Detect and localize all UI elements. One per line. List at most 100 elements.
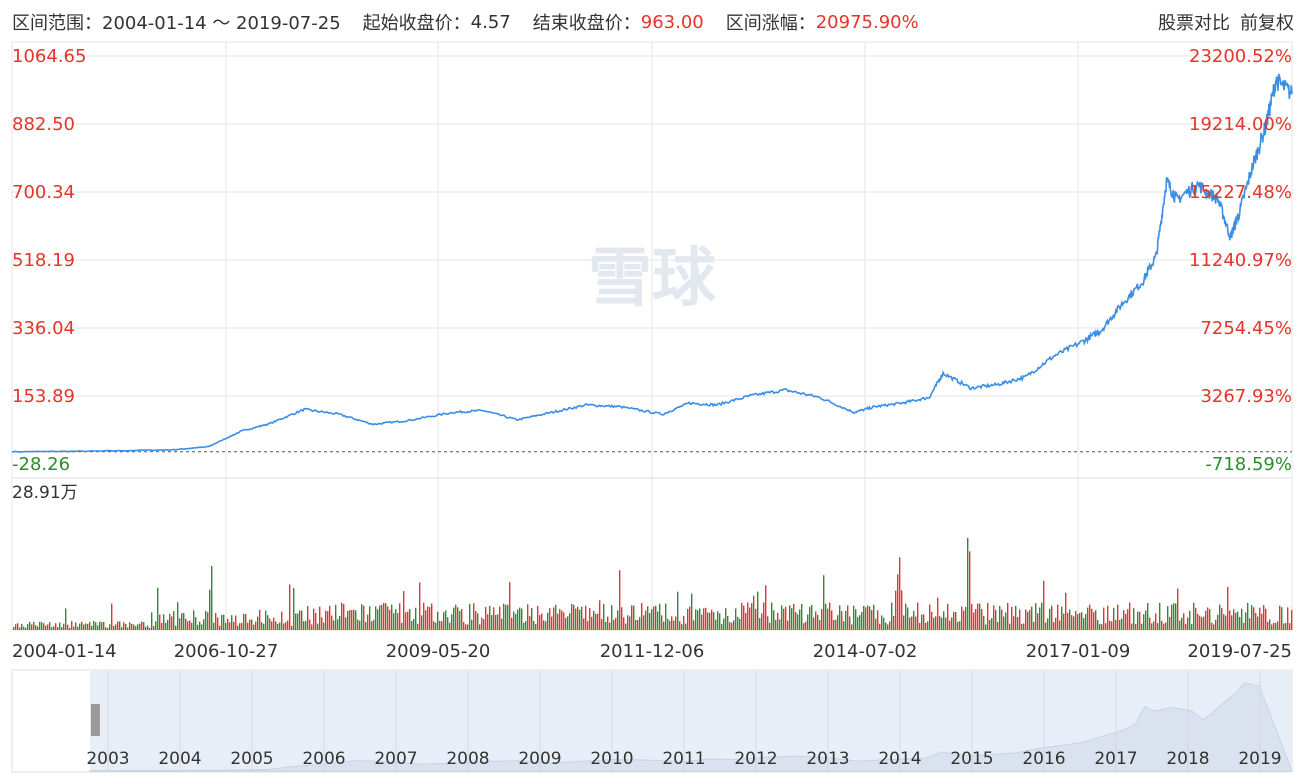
volume-bar — [345, 617, 347, 630]
volume-bar — [591, 616, 593, 630]
volume-bar — [585, 605, 587, 630]
volume-bar — [771, 602, 773, 630]
volume-bar — [105, 627, 107, 630]
volume-bar — [227, 618, 229, 630]
volume-bar — [97, 625, 99, 630]
volume-bar — [691, 593, 693, 630]
volume-bar — [1001, 609, 1003, 630]
volume-bar — [55, 623, 57, 630]
navigator-left-handle[interactable] — [90, 704, 100, 736]
volume-bar — [263, 623, 265, 630]
volume-bar — [1131, 623, 1133, 630]
volume-bar — [351, 609, 353, 630]
volume-bar — [21, 623, 23, 630]
volume-bar — [973, 612, 975, 630]
volume-bar — [1141, 623, 1143, 630]
volume-bar — [545, 621, 547, 630]
volume-bar — [671, 616, 673, 630]
volume-bar — [1239, 617, 1241, 630]
volume-bar — [927, 621, 929, 630]
volume-bar — [749, 607, 751, 630]
volume-bar — [939, 616, 941, 630]
volume-bar — [1217, 614, 1219, 630]
volume-bar — [785, 606, 787, 630]
volume-bar — [309, 619, 311, 630]
volume-bar — [303, 621, 305, 630]
volume-bar — [507, 604, 509, 630]
end-price-label: 结束收盘价： — [532, 13, 641, 34]
volume-bar — [1281, 607, 1283, 630]
volume-bar — [267, 615, 269, 630]
volume-bar — [297, 613, 299, 630]
volume-bar — [537, 605, 539, 630]
volume-bar — [979, 603, 981, 630]
volume-bar — [305, 620, 307, 630]
volume-bar — [505, 604, 507, 630]
volume-bar — [161, 622, 163, 630]
volume-bar — [1145, 610, 1147, 630]
volume-bar — [493, 607, 495, 630]
volume-bar — [279, 622, 281, 630]
volume-bar — [1275, 622, 1277, 630]
volume-bar — [1065, 592, 1067, 630]
volume-bar — [707, 612, 709, 630]
volume-bar — [763, 602, 765, 630]
volume-bar — [609, 622, 611, 630]
volume-bar — [1019, 609, 1021, 630]
volume-bar — [457, 607, 459, 630]
y-right-tick: 19214.00% — [1189, 114, 1292, 135]
volume-bar — [659, 603, 661, 630]
volume-bar — [565, 618, 567, 630]
volume-bar — [1107, 605, 1109, 630]
volume-bar — [155, 621, 157, 630]
volume-bar — [1137, 611, 1139, 630]
volume-bar — [1057, 604, 1059, 630]
volume-bar — [405, 612, 407, 630]
volume-bar — [845, 610, 847, 630]
volume-bar — [953, 611, 955, 630]
y-right-tick: 3267.93% — [1200, 386, 1292, 407]
volume-bar — [587, 621, 589, 630]
volume-bar — [905, 603, 907, 630]
volume-bar — [909, 617, 911, 630]
volume-bar — [217, 617, 219, 630]
volume-bar — [593, 610, 595, 630]
volume-bar — [47, 624, 49, 630]
volume-bar — [739, 618, 741, 630]
volume-bar — [1071, 615, 1073, 630]
volume-bar — [1269, 619, 1271, 630]
volume-bar — [1219, 604, 1221, 630]
volume-bar — [127, 627, 129, 630]
volume-bar — [137, 624, 139, 630]
volume-bar — [83, 624, 85, 630]
volume-bar — [561, 610, 563, 630]
compare-stock-button[interactable]: 股票对比 — [1158, 13, 1230, 34]
volume-bar — [1267, 621, 1269, 630]
volume-bar — [839, 605, 841, 630]
adjust-mode-button[interactable]: 前复权 — [1240, 13, 1294, 34]
volume-bar — [195, 617, 197, 630]
volume-bar — [745, 612, 747, 630]
x-tick-label: 2009-05-20 — [386, 641, 491, 662]
volume-bar — [781, 605, 783, 630]
volume-bar — [103, 621, 105, 630]
volume-bar — [573, 604, 575, 630]
volume-bar — [891, 602, 893, 630]
volume-bar — [337, 619, 339, 630]
x-tick-label: 2014-07-02 — [813, 641, 918, 662]
volume-bar — [569, 613, 571, 630]
volume-bar — [541, 613, 543, 630]
volume-bar — [151, 612, 153, 630]
volume-bar — [837, 615, 839, 630]
volume-bar — [369, 606, 371, 630]
volume-bar — [1179, 620, 1181, 630]
volume-bar — [71, 621, 73, 630]
volume-bar — [1247, 602, 1249, 630]
y-left-tick: 882.50 — [12, 114, 75, 135]
volume-bar — [645, 610, 647, 630]
volume-bar — [991, 618, 993, 630]
volume-bar — [1027, 611, 1029, 630]
volume-bar — [1061, 606, 1063, 630]
volume-bar — [73, 626, 75, 630]
